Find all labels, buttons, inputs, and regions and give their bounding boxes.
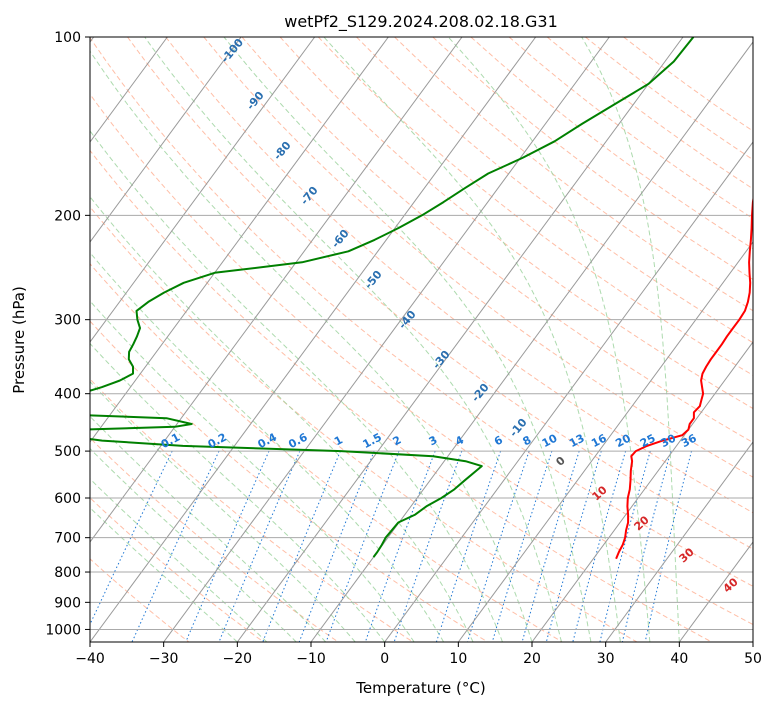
chart-title: wetPf2_S129.2024.208.02.18.G31 (284, 12, 558, 32)
dry-adiabat-line (317, 37, 753, 376)
moist-adiabat-line (90, 447, 297, 642)
y-tick-label: 800 (54, 565, 81, 581)
dry-adiabat-line (241, 37, 753, 444)
y-axis-title: Pressure (hPa) (10, 286, 28, 394)
y-tick-label: 1000 (45, 622, 81, 638)
x-axis-title: Temperature (°C) (355, 679, 485, 697)
isotherm-line (90, 37, 168, 143)
moist-adiabat-line (223, 37, 592, 642)
mixing-ratio-line (599, 450, 651, 642)
moist-adiabat-line (90, 50, 533, 642)
moist-adiabat-line (447, 37, 651, 642)
mixing-ratio-label: 20 (613, 431, 633, 450)
dry-adiabat-line (394, 37, 753, 312)
x-tick-label: 40 (670, 651, 688, 667)
dry-adiabat-line (356, 37, 753, 344)
x-tick-label: 10 (449, 651, 467, 667)
moist-adiabats (90, 37, 680, 642)
isotherm-line (163, 37, 610, 642)
y-tick-label: 900 (54, 595, 81, 611)
x-tick-label: 30 (597, 651, 615, 667)
isotherm-line (236, 37, 684, 642)
y-tick-label: 500 (54, 444, 81, 460)
x-tick-label: −30 (149, 651, 179, 667)
dry-adiabat-line (90, 263, 563, 642)
moist-adiabat-line (581, 37, 680, 642)
plot-frame (89, 36, 754, 643)
mixing-ratio-line (298, 450, 375, 642)
isotherm-line (90, 37, 463, 543)
isotherm-line (90, 37, 537, 642)
mixing-ratio-line (435, 450, 502, 642)
moist-adiabat-line (90, 478, 268, 642)
moist-adiabat-line (90, 196, 474, 642)
mixing-ratio-line (621, 450, 672, 642)
mixing-ratio-lines (90, 450, 692, 642)
isobars (90, 37, 753, 630)
moist-adiabat-line (90, 380, 356, 642)
moist-adiabat-line (323, 37, 621, 642)
x-tick-label: 50 (744, 651, 762, 667)
isotherm-line (310, 41, 753, 642)
moist-adiabat-line (90, 251, 445, 642)
dry-adiabat-line (90, 497, 264, 642)
x-axis-ticks: −40 −30 −20 −10 0 10 20 30 40 50 (75, 642, 762, 667)
mixing-ratio-line (467, 450, 530, 642)
x-tick-label: 0 (380, 651, 389, 667)
isotherm-line (531, 341, 753, 642)
isotherm-line (90, 37, 389, 443)
mixing-ratio-line (90, 450, 173, 626)
mixing-ratio-label: 10 (540, 431, 560, 450)
mixing-ratio-label: 36 (679, 431, 699, 450)
isotherm-line (605, 441, 753, 642)
moist-adiabat-line (90, 415, 327, 642)
mixing-ratio-line (572, 450, 627, 642)
y-tick-label: 300 (54, 313, 81, 329)
mixing-ratio-line (325, 450, 400, 642)
mixing-ratio-line (131, 450, 220, 642)
mixing-ratio-label: 16 (589, 431, 609, 450)
dry-adiabat-line (90, 93, 753, 626)
moist-adiabat-line (144, 37, 562, 642)
x-tick-label: 20 (523, 651, 541, 667)
isotherm-line (90, 37, 316, 343)
mixing-ratio-line (364, 450, 436, 642)
mixing-ratio-line (262, 450, 341, 642)
dry-adiabat-line (127, 37, 753, 550)
y-tick-label: 100 (54, 30, 81, 46)
isotherm-line (90, 37, 242, 243)
x-tick-label: −40 (75, 651, 105, 667)
dry-adiabats (90, 37, 753, 642)
dry-adiabat-line (279, 37, 753, 410)
isotherm-line (457, 241, 753, 642)
isotherms (90, 37, 753, 642)
x-tick-label: −10 (296, 651, 326, 667)
moist-adiabat-line (90, 300, 415, 642)
y-tick-label: 400 (54, 387, 81, 403)
dry-adiabat-line (90, 206, 638, 642)
y-axis-ticks: 100 200 300 400 500 600 700 800 900 1000 (45, 30, 90, 638)
dry-adiabat-line (90, 320, 488, 642)
y-tick-label: 700 (54, 531, 81, 547)
mixing-ratio-label: 13 (567, 432, 587, 451)
mixing-ratio-label: 25 (638, 432, 658, 451)
plot-area: 0.1 0.2 0.4 0.6 1 1.5 2 3 4 6 8 10 13 16 20 25 30 36-100-… (90, 37, 753, 642)
moist-adiabat-line (90, 130, 503, 642)
y-tick-label: 200 (54, 208, 81, 224)
mixing-ratio-line (521, 450, 580, 642)
isotherm-line (384, 141, 753, 642)
sounding-line (90, 37, 695, 558)
x-tick-label: −20 (223, 651, 253, 667)
y-tick-label: 600 (54, 491, 81, 507)
mixing-ratio-label: 30 (658, 431, 678, 450)
mixing-ratio-line (545, 450, 602, 642)
